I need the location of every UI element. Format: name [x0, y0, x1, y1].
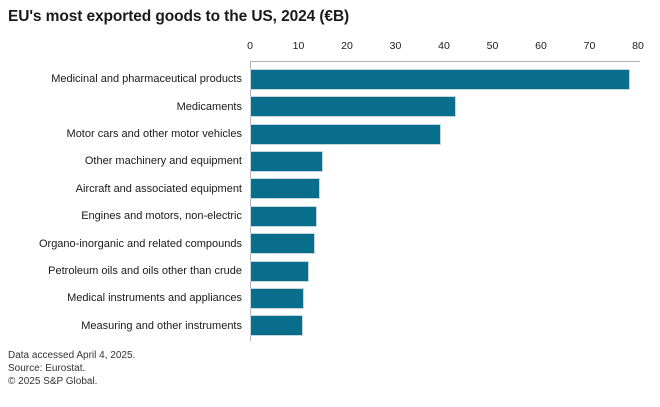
- bar-row: Aircraft and associated equipment: [0, 175, 660, 202]
- bar: [251, 69, 630, 89]
- bar-track: [251, 285, 639, 312]
- bar-track: [251, 175, 639, 202]
- bar-row: Medicinal and pharmaceutical products: [0, 66, 660, 93]
- bar: [251, 124, 441, 144]
- bar-row: Medical instruments and appliances: [0, 285, 660, 312]
- category-label: Measuring and other instruments: [81, 319, 242, 332]
- x-axis-tick-label: 20: [341, 40, 353, 52]
- category-label: Other machinery and equipment: [84, 155, 242, 168]
- bar: [251, 206, 316, 226]
- bar: [251, 151, 322, 171]
- category-label: Petroleum oils and oils other than crude: [48, 264, 242, 277]
- bar: [251, 316, 302, 336]
- bar-chart: 0 10 20 30 40 50 60 70 80 Medicinal and pharmace…: [0, 38, 660, 346]
- bar-track: [251, 312, 639, 339]
- bar-track: [251, 203, 639, 230]
- bar-track: [251, 257, 639, 284]
- x-axis-tick-label: 60: [535, 40, 547, 52]
- bar-track: [251, 93, 639, 120]
- x-axis-line: [250, 61, 640, 62]
- x-axis-ticks: 0 10 20 30 40 50 60 70 80: [247, 40, 644, 54]
- bar-row: Organo-inorganic and related compounds: [0, 230, 660, 257]
- x-axis-tick-label: 30: [389, 40, 402, 52]
- bar-row: Motor cars and other motor vehicles: [0, 120, 660, 147]
- bar-track: [251, 66, 639, 93]
- category-label: Medicinal and pharmaceutical products: [51, 73, 242, 86]
- footer-note-accessed: Data accessed April 4, 2025.: [8, 350, 136, 361]
- bar-row: Petroleum oils and oils other than crude: [0, 257, 660, 284]
- footer-note-source: Source: Eurostat.: [8, 363, 86, 374]
- bar-row: Engines and motors, non-electric: [0, 203, 660, 230]
- bar: [251, 97, 455, 117]
- bar-row: Measuring and other instruments: [0, 312, 660, 339]
- bar: [251, 179, 319, 199]
- bar-row: Other machinery and equipment: [0, 148, 660, 175]
- bar-row: Medicaments: [0, 93, 660, 120]
- bar-track: [251, 230, 639, 257]
- x-axis-tick-label: 10: [292, 40, 305, 52]
- bar: [251, 288, 303, 308]
- x-axis-tick-label: 80: [632, 40, 644, 52]
- x-axis-tick-label: 40: [438, 40, 450, 52]
- category-label: Engines and motors, non-electric: [81, 210, 242, 223]
- y-axis-line: [250, 61, 251, 341]
- bar-track: [251, 120, 639, 147]
- bar: [251, 234, 314, 254]
- category-label: Medical instruments and appliances: [67, 292, 242, 305]
- category-label: Organo-inorganic and related compounds: [38, 237, 242, 250]
- category-label: Motor cars and other motor vehicles: [66, 128, 242, 141]
- footer-notes: Data accessed April 4, 2025. Source: Eur…: [8, 349, 135, 388]
- category-label: Aircraft and associated equipment: [75, 182, 242, 195]
- chart-title: EU's most exported goods to the US, 2024…: [8, 8, 350, 25]
- x-axis-tick-label: 0: [247, 40, 253, 52]
- bar: [251, 261, 308, 281]
- x-axis-tick-label: 50: [486, 40, 499, 52]
- bar-track: [251, 148, 639, 175]
- footer-note-copyright: © 2025 S&P Global.: [8, 376, 98, 387]
- bar-rows: Medicinal and pharmaceutical products Me…: [0, 66, 660, 340]
- x-axis-tick-label: 70: [583, 40, 596, 52]
- category-label: Medicaments: [176, 100, 242, 113]
